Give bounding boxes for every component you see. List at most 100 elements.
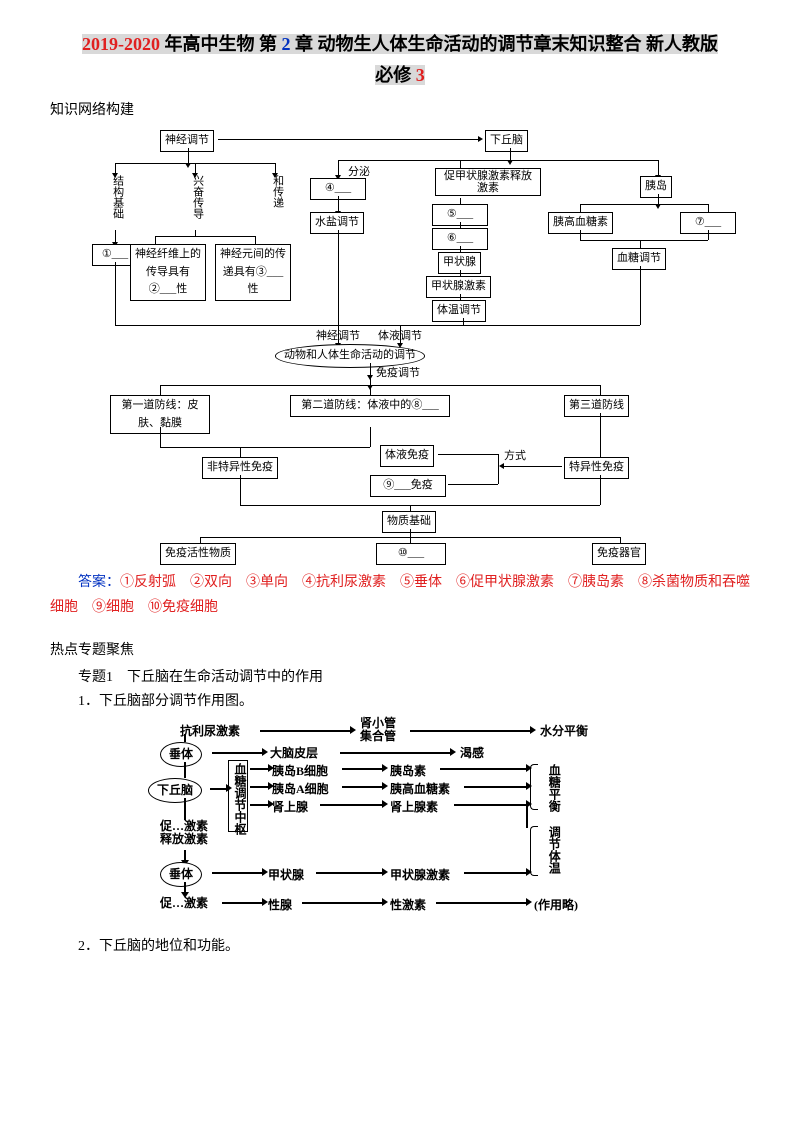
d2-pituitary2: 垂体 xyxy=(160,862,202,887)
line xyxy=(340,752,450,754)
topic-1-heading: 专题1 下丘脑在生命活动调节中的作用 xyxy=(50,667,750,689)
line xyxy=(510,148,511,160)
line xyxy=(195,163,196,173)
line xyxy=(708,204,709,212)
line xyxy=(342,786,382,788)
d2-pituitary1: 垂体 xyxy=(160,742,202,767)
line xyxy=(115,325,463,326)
line xyxy=(160,385,161,395)
line xyxy=(410,529,411,537)
line xyxy=(338,160,658,161)
line xyxy=(184,762,186,778)
line xyxy=(240,505,600,506)
title-bixiu: 必修 xyxy=(375,65,416,85)
line xyxy=(240,475,241,505)
line xyxy=(338,196,339,211)
line xyxy=(370,375,371,385)
node-defense3: 第三道防线 xyxy=(564,395,629,417)
title-year: 2019-2020 xyxy=(82,34,160,54)
line xyxy=(188,148,189,163)
answer-label: 答案： xyxy=(78,575,120,590)
line xyxy=(212,752,262,754)
line xyxy=(580,240,708,241)
d2-sex-h: 性激素 xyxy=(390,896,426,915)
node-islet: 胰岛 xyxy=(640,176,672,198)
line xyxy=(498,454,499,484)
line xyxy=(250,804,268,806)
line xyxy=(338,160,339,175)
line xyxy=(463,318,464,325)
line xyxy=(184,882,186,892)
d2-blood-sugar-bal: 血糖平衡 xyxy=(544,764,563,812)
line xyxy=(463,325,640,326)
line xyxy=(222,902,262,904)
line xyxy=(184,798,186,820)
d2-water: 水分平衡 xyxy=(540,722,588,741)
line xyxy=(438,454,498,455)
answer-block: 答案：①反射弧 ②双向 ③单向 ④抗利尿激素 ⑤垂体 ⑥促甲状腺激素 ⑦胰岛素 … xyxy=(50,570,750,620)
line xyxy=(250,786,268,788)
d2-thirst: 渴感 xyxy=(460,744,484,763)
d2-sugar-center: 血糖调节中枢 xyxy=(228,760,248,832)
d2-thyroid-g: 甲状腺 xyxy=(268,866,304,885)
line xyxy=(580,204,708,205)
line xyxy=(658,194,659,204)
line xyxy=(580,204,581,212)
line xyxy=(240,447,241,457)
line xyxy=(155,236,255,237)
node-struct-basis: 结构基础 xyxy=(108,175,126,219)
hypothalamus-diagram: 抗利尿激素 肾小管集合管 水分平衡 垂体 大脑皮层 渴感 下丘脑 血糖调节中枢 … xyxy=(140,720,660,930)
node-blood-sugar: 血糖调节 xyxy=(612,248,666,270)
line xyxy=(460,160,461,168)
d2-tropic: 促…激素 xyxy=(160,894,208,913)
sub-2-heading: 2．下丘脑的地位和功能。 xyxy=(50,936,750,958)
line xyxy=(212,872,262,874)
node-excite-conduct: 兴奋传导 xyxy=(188,175,206,219)
d2-temp-reg: 调节体温 xyxy=(544,826,563,874)
title-line-1: 2019-2020 年高中生物 第 2 章 动物生人体生命活动的调节章末知识整合… xyxy=(50,30,750,59)
line xyxy=(160,447,370,448)
line xyxy=(400,325,401,343)
line xyxy=(338,230,339,325)
line xyxy=(250,768,268,770)
line xyxy=(342,768,382,770)
node-thyroid-hormone: 甲状腺激素 xyxy=(426,276,491,298)
d2-acell: 胰岛A细胞 xyxy=(272,780,329,799)
line xyxy=(708,230,709,240)
line xyxy=(218,139,478,140)
d2-gonad: 性腺 xyxy=(268,896,292,915)
answer-text: ①反射弧 ②双向 ③单向 ④抗利尿激素 ⑤垂体 ⑥促甲状腺激素 ⑦胰岛素 ⑧杀菌… xyxy=(50,575,750,615)
line xyxy=(320,804,382,806)
d2-bcell: 胰岛B细胞 xyxy=(272,762,328,781)
label-way: 方式 xyxy=(504,448,526,466)
node-blank9: ⑨___免疫 xyxy=(370,475,446,497)
title-mid2: 章 动物生人体生命活动的调节章末知识整合 新人教版 xyxy=(291,34,719,54)
node-and-transmit: 和传递 xyxy=(268,175,286,208)
line xyxy=(115,230,116,242)
line xyxy=(436,902,526,904)
knowledge-network-diagram: 神经调节 下丘脑 结构基础 兴奋传导 和传递 ①___ 神经纤维上的传导具有②_… xyxy=(80,130,720,560)
node-material-basis: 物质基础 xyxy=(382,511,436,533)
node-trh: 促甲状腺激素释放激素 xyxy=(435,168,541,196)
d2-glucagon: 胰高血糖素 xyxy=(390,780,450,799)
d2-adrenal: 肾上腺 xyxy=(272,798,308,817)
node-fiber-conduct: 神经纤维上的传导具有②___性 xyxy=(130,244,206,301)
node-humoral-immune: 体液免疫 xyxy=(380,445,434,467)
line xyxy=(600,413,601,457)
title-bixiu-num: 3 xyxy=(416,65,425,85)
title-mid1: 年高中生物 第 xyxy=(160,34,282,54)
title-line-2: 必修 3 xyxy=(50,61,750,90)
line xyxy=(370,427,371,447)
line xyxy=(640,240,641,248)
line xyxy=(115,163,116,173)
d2-tubule: 肾小管集合管 xyxy=(360,717,396,743)
node-temp-reg: 体温调节 xyxy=(432,300,486,322)
line xyxy=(275,163,276,173)
node-specific: 特异性免疫 xyxy=(564,457,629,479)
line xyxy=(160,427,161,447)
line xyxy=(302,902,382,904)
knowledge-network-heading: 知识网络构建 xyxy=(50,100,750,122)
node-blank10: ⑩___ xyxy=(376,543,446,565)
line xyxy=(580,230,581,240)
line xyxy=(640,266,641,325)
